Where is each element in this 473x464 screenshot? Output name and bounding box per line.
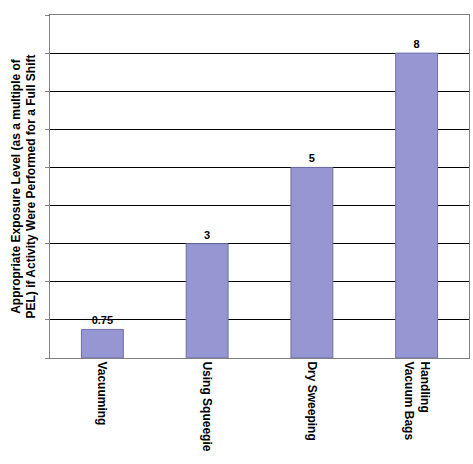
svg-text:Vacuuming: Vacuuming [95,361,109,425]
svg-text:Appropriate Exposure Level (as: Appropriate Exposure Level (as a multipl… [9,54,39,318]
svg-text:HandlingVacuum Bags: HandlingVacuum Bags [402,361,432,440]
svg-text:8: 8 [414,38,420,50]
svg-text:0.75: 0.75 [92,314,113,326]
svg-text:Using Squeegie: Using Squeegie [200,361,214,451]
svg-text:5: 5 [309,152,315,164]
svg-text:3: 3 [204,229,210,241]
svg-text:Dry Sweeping: Dry Sweeping [305,361,319,440]
